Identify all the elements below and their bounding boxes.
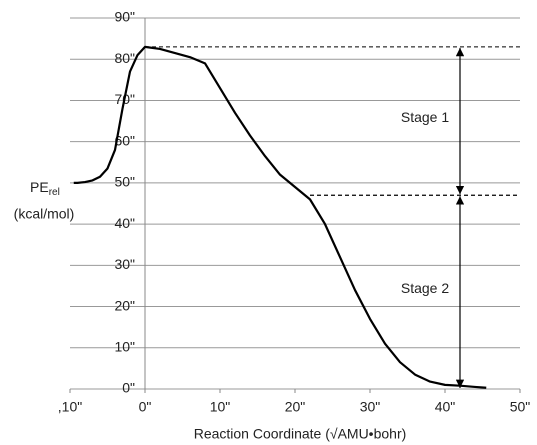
- y-tick-label: 40": [114, 215, 135, 231]
- x-axis-title: Reaction Coordinate (√AMU•bohr): [194, 426, 407, 442]
- stage-label: Stage 2: [401, 280, 449, 296]
- x-tick-label: 20": [285, 399, 306, 415]
- y-axis-title: PErel: [30, 179, 60, 198]
- x-tick-label: 30": [360, 399, 381, 415]
- x-tick-label: 40": [435, 399, 456, 415]
- line-series: [73, 45, 487, 389]
- y-axis-unit: (kcal/mol): [14, 206, 75, 222]
- y-tick-label: 0": [122, 380, 135, 396]
- y-tick-label: 80": [114, 50, 135, 66]
- y-axis-title-sub: rel: [49, 187, 60, 198]
- x-tick-label: ,10": [58, 399, 82, 415]
- y-axis-title-main: PE: [30, 179, 49, 195]
- y-tick-label: 90": [114, 9, 135, 25]
- x-tick-label: 10": [210, 399, 231, 415]
- stage-label: Stage 1: [401, 109, 449, 125]
- y-tick-label: 10": [114, 338, 135, 354]
- y-tick-label: 20": [114, 297, 135, 313]
- y-tick-label: 30": [114, 256, 135, 272]
- y-tick-label: 60": [114, 132, 135, 148]
- y-tick-label: 50": [114, 174, 135, 190]
- x-tick-label: 0": [139, 399, 152, 415]
- x-tick-label: 50": [510, 399, 531, 415]
